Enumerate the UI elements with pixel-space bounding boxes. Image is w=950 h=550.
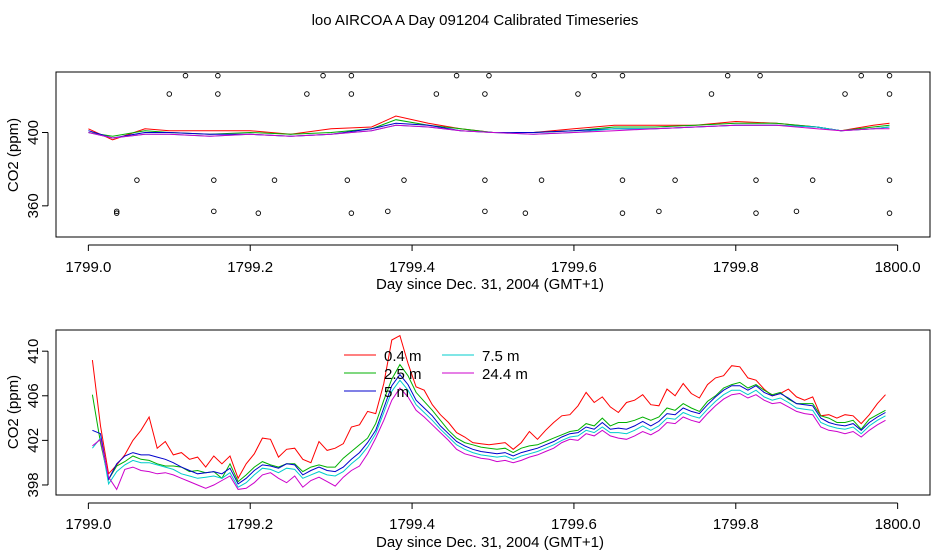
data-point-marker <box>708 91 715 97</box>
data-point-marker <box>809 177 816 183</box>
series-line <box>92 379 886 488</box>
top-y-axis-label: CO2 (ppm) <box>5 118 22 192</box>
data-point-marker <box>753 210 759 216</box>
y-tick-label: 360 <box>25 193 42 218</box>
data-point-marker <box>672 177 678 183</box>
data-point-marker <box>255 210 262 216</box>
data-point-marker <box>619 210 626 216</box>
legend-label: 2.5 m <box>384 366 422 383</box>
bottom-y-ticks: 398 402 406 410 <box>25 339 49 497</box>
data-point-marker <box>166 91 173 97</box>
bottom-x-ticks: 1799.0 1799.2 1799.4 1799.6 1799.8 1800.0 <box>65 502 921 533</box>
x-tick-label: 1800.0 <box>875 259 921 276</box>
bottom-y-axis-label: CO2 (ppm) <box>5 375 22 449</box>
data-point-marker <box>724 72 731 79</box>
data-point-marker <box>619 177 626 183</box>
data-point-marker <box>656 208 662 215</box>
series-line <box>92 387 886 491</box>
data-point-marker <box>348 72 355 79</box>
y-tick-label: 410 <box>25 339 42 364</box>
top-plot-frame <box>55 71 931 238</box>
x-tick-label: 1799.4 <box>389 516 435 533</box>
data-point-marker <box>433 91 440 97</box>
data-point-marker <box>482 177 488 183</box>
data-point-marker <box>886 91 893 97</box>
bottom-x-axis-label: Day since Dec. 31, 2004 (GMT+1) <box>376 534 604 550</box>
data-point-marker <box>757 72 763 79</box>
data-point-marker <box>385 208 391 215</box>
x-tick-label: 1800.0 <box>875 516 921 533</box>
data-point-marker <box>215 91 221 97</box>
data-point-marker <box>538 177 545 183</box>
figure-title: loo AIRCOA A Day 091204 Calibrated Times… <box>312 12 639 29</box>
top-y-ticks: 360 400 <box>25 120 49 218</box>
legend-label: 7.5 m <box>482 348 520 365</box>
data-point-marker <box>215 72 221 79</box>
x-tick-label: 1799.2 <box>227 259 273 276</box>
data-point-marker <box>753 177 759 183</box>
data-point-marker <box>575 91 581 97</box>
data-point-marker <box>858 72 864 79</box>
data-point-marker <box>211 177 217 183</box>
x-tick-label: 1799.8 <box>713 516 759 533</box>
data-point-marker <box>182 72 189 79</box>
data-point-marker <box>793 208 800 215</box>
x-tick-label: 1799.0 <box>65 516 111 533</box>
y-tick-label: 398 <box>25 472 42 497</box>
top-series <box>88 115 890 141</box>
y-tick-label: 402 <box>25 428 42 453</box>
data-point-marker <box>320 72 326 79</box>
top-markers <box>113 72 893 216</box>
data-point-marker <box>842 91 848 97</box>
series-line <box>88 119 890 137</box>
top-x-ticks: 1799.0 1799.2 1799.4 1799.6 1799.8 1800.0 <box>65 244 921 276</box>
data-point-marker <box>304 91 310 97</box>
data-point-marker <box>113 208 120 215</box>
data-point-marker <box>591 72 597 79</box>
data-point-marker <box>211 208 217 215</box>
data-point-marker <box>348 210 355 216</box>
x-tick-label: 1799.6 <box>551 259 597 276</box>
legend-label: 24.4 m <box>482 366 528 383</box>
top-x-axis-label: Day since Dec. 31, 2004 (GMT+1) <box>376 276 604 293</box>
data-point-marker <box>348 91 355 97</box>
data-point-marker <box>482 208 488 215</box>
data-point-marker <box>482 91 488 97</box>
data-point-marker <box>401 177 407 183</box>
data-point-marker <box>344 177 351 183</box>
data-point-marker <box>113 210 120 216</box>
y-tick-label: 400 <box>25 120 42 145</box>
x-tick-label: 1799.0 <box>65 259 111 276</box>
bottom-plot-frame <box>55 329 931 496</box>
data-point-marker <box>134 177 140 183</box>
data-point-marker <box>886 177 893 183</box>
x-tick-label: 1799.2 <box>227 516 273 533</box>
data-point-marker <box>453 72 460 79</box>
legend-label: 5 m <box>384 384 409 401</box>
series-line <box>88 124 890 139</box>
x-tick-label: 1799.8 <box>713 259 759 276</box>
data-point-marker <box>522 210 529 216</box>
x-tick-label: 1799.6 <box>551 516 597 533</box>
bottom-series <box>91 334 886 491</box>
data-point-marker <box>886 210 893 216</box>
series-line <box>92 373 886 485</box>
top-panel: 1799.0 1799.2 1799.4 1799.6 1799.8 1800.0 360… <box>5 71 931 293</box>
bottom-panel: 1799.0 1799.2 1799.4 1799.6 1799.8 1800.0 398… <box>5 329 931 550</box>
series-line <box>91 363 886 483</box>
data-point-marker <box>486 72 492 79</box>
legend-label: 0.4 m <box>384 348 422 365</box>
y-tick-label: 406 <box>25 383 42 408</box>
data-point-marker <box>619 72 626 79</box>
legend: 0.4 m2.5 m5 m 7.5 m24.4 m <box>344 348 528 401</box>
series-line <box>91 334 886 480</box>
x-tick-label: 1799.4 <box>389 259 435 276</box>
data-point-marker <box>271 177 278 183</box>
data-point-marker <box>886 72 893 79</box>
